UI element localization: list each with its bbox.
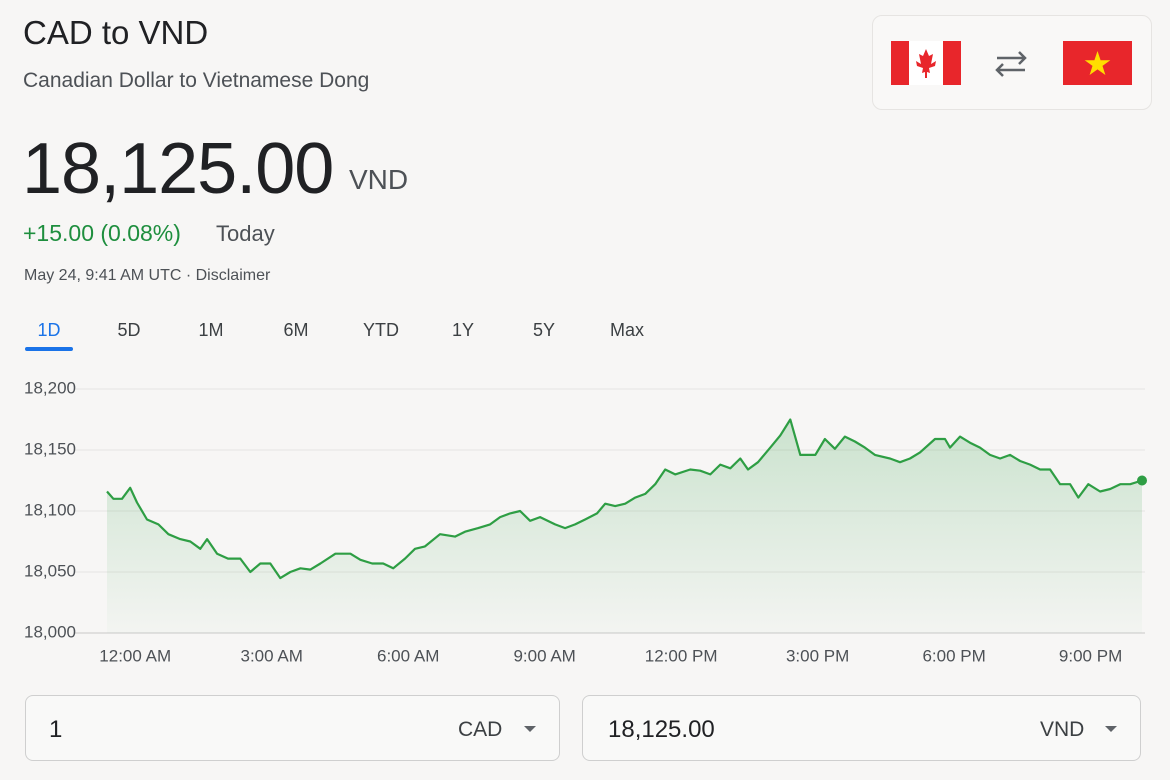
currency-card [872, 15, 1152, 110]
subtitle: Canadian Dollar to Vietnamese Dong [23, 69, 370, 92]
y-tick-label: 18,050 [24, 561, 76, 580]
change: +15.00 (0.08%) [23, 220, 181, 246]
range-tab[interactable]: 1M [198, 320, 224, 340]
canada-flag[interactable] [891, 41, 961, 85]
title: CAD to VND [23, 14, 209, 51]
last-point [1137, 475, 1147, 486]
range-tab[interactable]: YTD [363, 320, 399, 340]
x-tick-label: 6:00 AM [377, 646, 439, 665]
price-currency: VND [349, 164, 409, 195]
x-tick-label: 3:00 PM [786, 646, 849, 665]
from-currency[interactable]: CAD [458, 718, 503, 741]
range-tab[interactable]: 1D [37, 320, 61, 340]
swap-icon[interactable] [995, 51, 1027, 77]
from-field[interactable]: 1 CAD [25, 695, 560, 761]
to-currency[interactable]: VND [1040, 718, 1085, 741]
y-tick-label: 18,200 [24, 378, 76, 397]
dropdown-arrow[interactable] [523, 724, 537, 734]
x-tick-label: 6:00 PM [922, 646, 985, 665]
period: Today [216, 221, 275, 246]
range-tab[interactable]: Max [609, 320, 645, 340]
x-tick-label: 9:00 AM [513, 646, 575, 665]
price: 18,125.00 [22, 129, 334, 209]
vietnam-flag[interactable] [1063, 41, 1132, 85]
x-tick-label: 3:00 AM [241, 646, 303, 665]
y-tick-label: 18,000 [24, 622, 76, 641]
chart: 18,000 18,050 18,100 18,150 18,200 12:00 AM 3:… [24, 378, 1147, 665]
range-tab[interactable]: 5D [117, 320, 141, 340]
x-tick-label: 12:00 PM [645, 646, 718, 665]
dropdown-arrow[interactable] [1104, 724, 1118, 734]
separator: · [185, 267, 192, 284]
timestamp: May 24, 9:41 AM UTC [24, 267, 182, 284]
to-field[interactable]: 18,125.00 VND [582, 695, 1141, 761]
timestamp-line: May 24, 9:41 AM UTC · Disclaimer [24, 267, 270, 285]
active-tab-indicator [25, 347, 73, 351]
disclaimer-link[interactable]: Disclaimer [195, 267, 271, 284]
y-tick-label: 18,150 [24, 439, 76, 458]
to-amount[interactable]: 18,125.00 [608, 716, 715, 743]
x-tick-label: 9:00 PM [1059, 646, 1122, 665]
range-tab[interactable]: 6M [283, 320, 309, 340]
range-tab[interactable]: 5Y [532, 320, 556, 340]
range-tab[interactable]: 1Y [451, 320, 475, 340]
y-tick-label: 18,100 [24, 500, 76, 519]
x-tick-label: 12:00 AM [99, 646, 171, 665]
flags [891, 41, 1132, 85]
from-amount[interactable]: 1 [49, 716, 63, 743]
line [106, 418, 1143, 580]
area [107, 419, 1142, 633]
